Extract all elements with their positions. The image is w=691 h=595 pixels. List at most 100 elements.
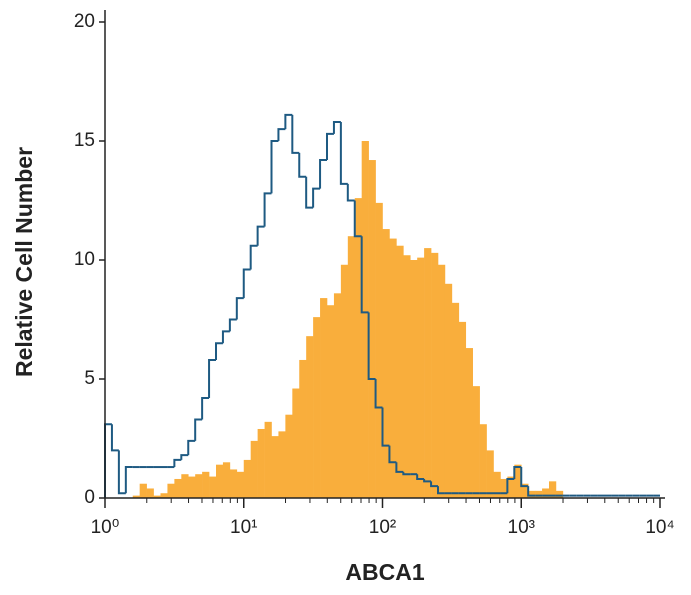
histogram-step bbox=[298, 152, 307, 178]
histogram-bar bbox=[216, 464, 224, 498]
histogram-step bbox=[194, 418, 203, 441]
y-axis-title: Relative Cell Number bbox=[11, 147, 37, 377]
axes: 0 5 10 15 20 10⁰ 10¹ 10² 10³ 10⁴ bbox=[74, 10, 675, 538]
histogram-bar bbox=[257, 428, 265, 498]
histogram-bar bbox=[340, 264, 349, 498]
histogram-bar bbox=[521, 483, 529, 498]
histogram-bar bbox=[299, 359, 307, 498]
x-tick-label: 10¹ bbox=[230, 517, 257, 538]
histogram-step bbox=[256, 225, 265, 246]
histogram-bar bbox=[333, 293, 342, 498]
histogram-step bbox=[242, 268, 251, 299]
histogram-step bbox=[506, 477, 515, 494]
histogram-step bbox=[353, 200, 362, 238]
histogram-bar bbox=[528, 490, 536, 498]
histogram-step bbox=[312, 187, 321, 208]
histogram-step bbox=[277, 128, 286, 141]
x-tick-label: 10⁴ bbox=[645, 517, 674, 538]
histogram-bar bbox=[236, 471, 245, 498]
histogram-bar bbox=[354, 198, 362, 498]
histogram-bar bbox=[250, 440, 258, 498]
histogram-step bbox=[180, 454, 189, 460]
histogram-bar bbox=[438, 264, 446, 498]
histogram-bar bbox=[500, 478, 508, 498]
histogram-step bbox=[325, 132, 334, 161]
histogram-bar bbox=[306, 336, 314, 498]
histogram-step bbox=[416, 474, 425, 480]
histogram-step bbox=[263, 192, 272, 227]
histogram-step bbox=[527, 486, 536, 497]
histogram-step bbox=[173, 458, 182, 468]
histogram-bar bbox=[368, 160, 376, 499]
histogram-bar bbox=[403, 255, 411, 498]
histogram-step bbox=[305, 176, 314, 209]
x-tick-label: 10² bbox=[369, 517, 396, 538]
histogram-bar bbox=[451, 302, 460, 498]
histogram-bar bbox=[278, 431, 286, 498]
histogram-bar bbox=[549, 481, 557, 498]
histogram-bar bbox=[555, 490, 564, 498]
histogram-bar bbox=[431, 252, 439, 498]
histogram-step bbox=[228, 318, 237, 332]
histogram-step bbox=[346, 183, 355, 202]
histogram-step bbox=[235, 297, 244, 320]
histogram-step bbox=[208, 358, 217, 399]
y-tick-label: 15 bbox=[74, 130, 95, 151]
histogram-bar bbox=[313, 317, 321, 498]
histogram-bar bbox=[264, 421, 272, 498]
histogram-step bbox=[187, 439, 196, 456]
histogram-bar bbox=[285, 414, 293, 498]
histogram-bar bbox=[424, 248, 432, 498]
histogram-bar bbox=[479, 424, 487, 498]
y-tick-label: 20 bbox=[74, 11, 95, 32]
histogram-bar bbox=[292, 388, 300, 498]
histogram-step bbox=[430, 481, 439, 488]
histogram-bar bbox=[507, 476, 515, 498]
histogram-bar bbox=[320, 298, 328, 498]
histogram-step bbox=[249, 244, 258, 270]
histogram-bar bbox=[535, 490, 543, 498]
y-tick-label: 0 bbox=[84, 487, 95, 508]
plot-area bbox=[104, 113, 660, 499]
y-tick-label: 10 bbox=[74, 249, 95, 270]
histogram-bar bbox=[465, 348, 473, 498]
histogram-bar bbox=[174, 478, 182, 498]
histogram-step bbox=[395, 462, 404, 473]
histogram-bar bbox=[139, 483, 147, 498]
histogram-bar bbox=[195, 474, 203, 498]
histogram-bar bbox=[389, 238, 397, 498]
histogram-step bbox=[291, 114, 300, 154]
histogram-step bbox=[513, 466, 522, 479]
x-tick-label: 10³ bbox=[508, 517, 535, 538]
histogram-step bbox=[374, 379, 383, 409]
histogram-bar bbox=[146, 488, 154, 498]
histogram-step bbox=[117, 450, 126, 495]
histogram-bar bbox=[188, 476, 196, 498]
histogram-bar bbox=[209, 476, 217, 498]
histogram-step bbox=[437, 486, 445, 495]
histogram-bar bbox=[542, 488, 550, 498]
histogram-bar bbox=[132, 495, 140, 498]
histogram-step bbox=[367, 312, 376, 380]
histogram-bar bbox=[458, 321, 467, 498]
histogram-bar bbox=[486, 450, 494, 498]
histogram-bar bbox=[202, 471, 210, 498]
histogram-bar bbox=[361, 141, 369, 498]
histogram-bar bbox=[347, 236, 356, 498]
histogram-step bbox=[381, 407, 390, 447]
histogram-bar bbox=[444, 283, 453, 498]
histogram-bar bbox=[417, 257, 425, 498]
histogram-step bbox=[402, 471, 411, 476]
histogram-step bbox=[339, 121, 348, 185]
histogram-step bbox=[360, 236, 369, 314]
histogram-bar bbox=[243, 459, 251, 498]
x-tick-label: 10⁰ bbox=[91, 517, 120, 538]
histogram-bar bbox=[160, 493, 168, 498]
histogram-bar bbox=[181, 474, 189, 498]
histogram-step bbox=[104, 423, 112, 498]
x-axis-title: ABCA1 bbox=[345, 559, 424, 585]
histogram-step bbox=[520, 467, 529, 488]
histogram-bar bbox=[375, 202, 383, 498]
histogram-bar bbox=[229, 469, 238, 498]
